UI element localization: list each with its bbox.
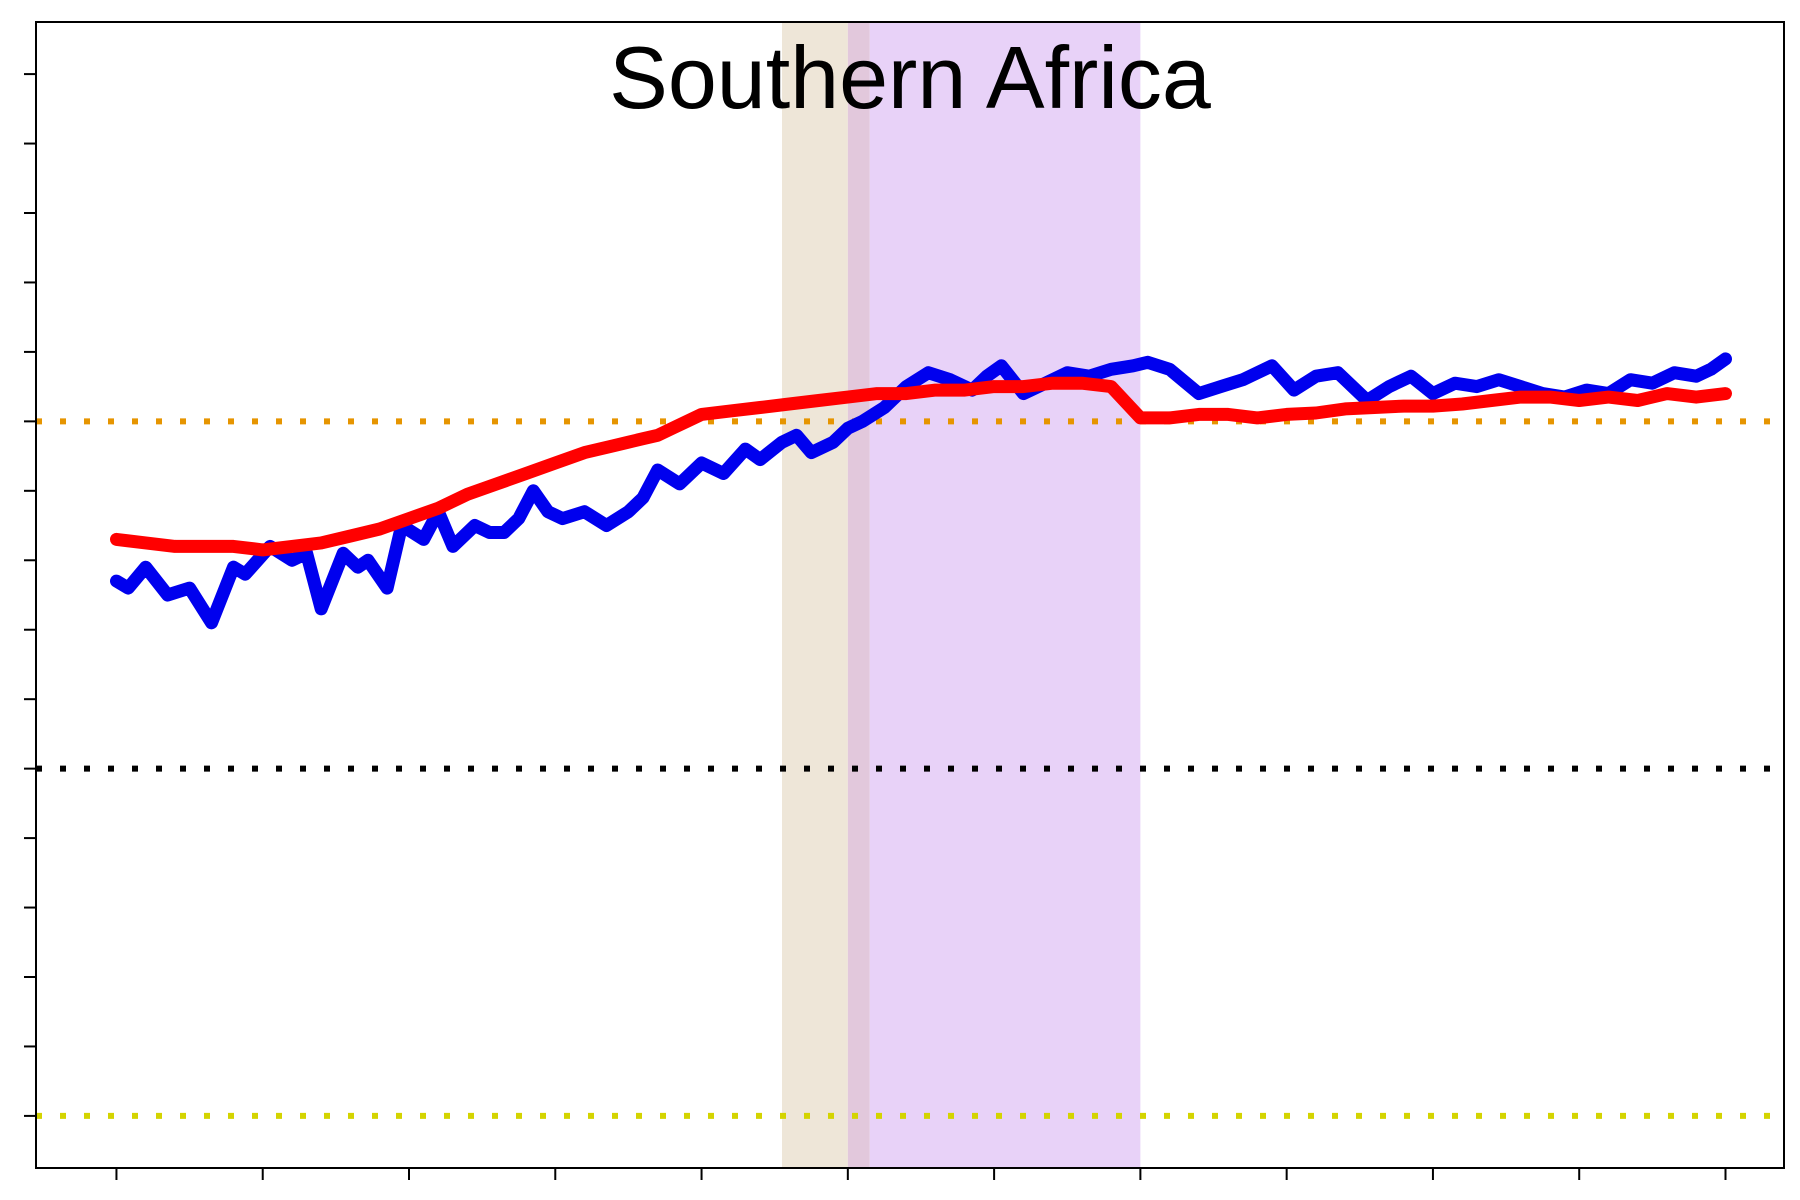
shaded-regions — [782, 22, 1141, 1168]
x-ticks — [115, 1168, 1727, 1180]
shaded-region-2 — [869, 22, 1141, 1168]
y-ticks — [24, 73, 36, 1117]
plot-frame — [35, 21, 1785, 1169]
chart-title: Southern Africa — [609, 28, 1211, 127]
shaded-region-0 — [782, 22, 848, 1168]
series-line-0 — [110, 352, 1732, 630]
series-lines — [110, 352, 1732, 630]
series-line-1 — [110, 376, 1732, 557]
shaded-region-1 — [847, 22, 870, 1168]
reference-lines — [36, 418, 1784, 1119]
